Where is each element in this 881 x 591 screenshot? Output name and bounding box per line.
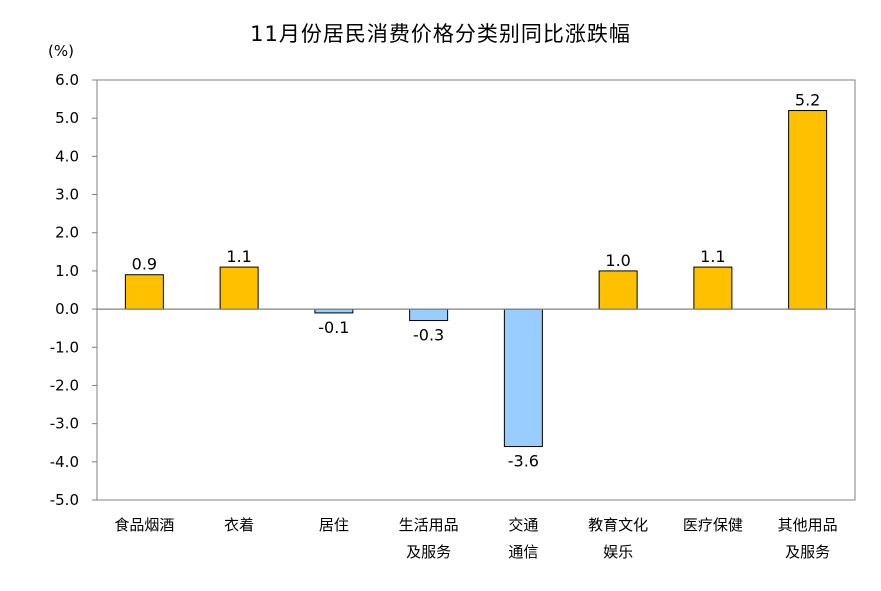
y-tick-label: 5.0: [55, 109, 79, 127]
category-label: 娱乐: [603, 543, 633, 561]
y-tick-label: -3.0: [50, 415, 79, 433]
value-labels: 0.9 1.1 -0.1 -0.3 -3.6 1.0 1.1 5.2: [132, 91, 821, 471]
category-label: 交通: [508, 516, 538, 534]
y-axis-unit-label: (%): [48, 42, 74, 60]
value-label: 1.1: [700, 247, 725, 266]
plot-frame: [96, 79, 856, 501]
bar: [503, 308, 543, 448]
value-label: 1.0: [605, 251, 630, 270]
value-label: 1.1: [226, 247, 251, 266]
category-label: 居住: [319, 516, 349, 534]
y-tick-label: -4.0: [50, 453, 79, 471]
category-label: 医疗保健: [683, 516, 743, 534]
y-tick-label: 3.0: [55, 186, 79, 204]
bar: [598, 270, 638, 310]
value-label: 5.2: [795, 91, 820, 110]
value-label: -3.6: [508, 452, 539, 471]
category-label: 通信: [508, 543, 538, 561]
value-label: -0.3: [413, 326, 444, 345]
category-label: 及服务: [785, 543, 830, 561]
y-axis-ticks: 6.0 5.0 4.0 3.0 2.0 1.0 0.0 -1.0 -2.0 -3.0 -4.0 -5.…: [50, 71, 97, 509]
category-label: 教育文化: [588, 516, 648, 534]
bar: [219, 266, 259, 310]
y-tick-label: 1.0: [55, 262, 79, 280]
bar: [124, 274, 164, 310]
value-label: 0.9: [132, 255, 157, 274]
y-tick-label: -1.0: [50, 338, 79, 356]
category-label: 生活用品: [399, 516, 459, 534]
category-label: 衣着: [224, 516, 254, 534]
y-tick-label: 4.0: [55, 147, 79, 165]
y-tick-label: -2.0: [50, 376, 79, 394]
bar: [693, 266, 733, 310]
category-label: 其他用品: [778, 516, 838, 534]
bars: [124, 110, 828, 448]
value-label: -0.1: [318, 318, 349, 337]
y-tick-label: -5.0: [50, 491, 79, 509]
bar: [409, 308, 449, 322]
category-label: 及服务: [406, 543, 451, 561]
y-tick-label: 0.0: [55, 300, 79, 318]
bar: [788, 110, 828, 310]
y-tick-label: 2.0: [55, 224, 79, 242]
chart-title: 11月份居民消费价格分类别同比涨跌幅: [250, 22, 631, 46]
y-tick-label: 6.0: [55, 71, 79, 89]
category-label: 食品烟酒: [114, 516, 174, 534]
